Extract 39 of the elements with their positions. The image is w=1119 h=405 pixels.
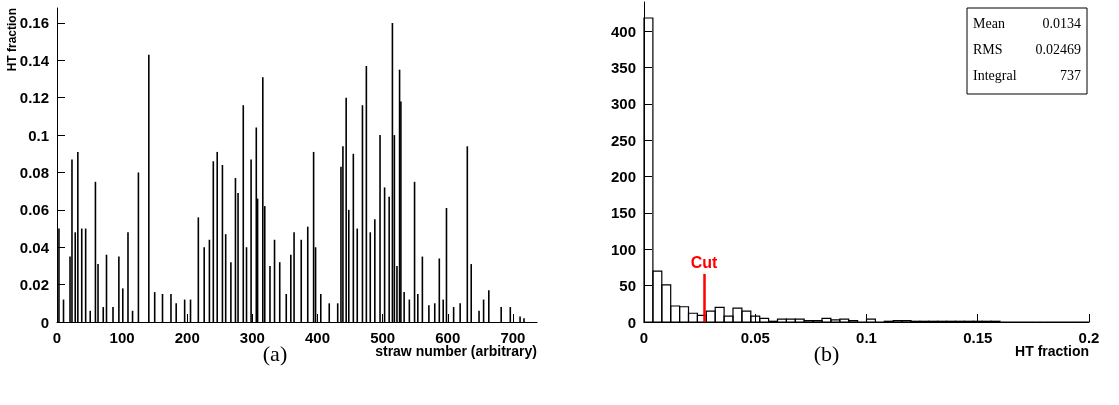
x-tick-label: 0.05 xyxy=(740,329,770,346)
x-tick-label: 0.1 xyxy=(856,329,877,346)
y-tick-label: 200 xyxy=(610,168,636,186)
x-tick-label: 100 xyxy=(109,329,135,346)
x-tick-label: 200 xyxy=(174,329,200,346)
x-tick-label: 0 xyxy=(639,329,649,346)
text: RMS 0.02469 xyxy=(973,41,1081,57)
y-tick-label: 0.06 xyxy=(19,201,49,219)
y-tick-label: 50 xyxy=(619,277,636,295)
y-tick-label: 250 xyxy=(610,131,636,149)
text: Mean 0.0134 xyxy=(973,15,1081,31)
y-tick-label: 150 xyxy=(610,204,636,222)
text: Integral 737 xyxy=(973,67,1081,83)
text: (b) xyxy=(813,340,840,366)
y-tick-label: 0 xyxy=(40,313,49,331)
y-axis-title: HT fraction xyxy=(5,8,19,72)
x-tick-label: 0.15 xyxy=(963,329,993,346)
x-tick-label: 500 xyxy=(370,329,396,346)
x-tick-label: 400 xyxy=(305,329,331,346)
y-tick-label: 350 xyxy=(610,58,636,76)
y-tick-label: 100 xyxy=(610,240,636,258)
y-tick-label: 0.08 xyxy=(19,163,49,181)
y-tick-label: 0.16 xyxy=(19,14,49,32)
y-tick-label: 400 xyxy=(610,22,636,40)
x-tick-label: 600 xyxy=(435,329,461,346)
x-tick-label: 0 xyxy=(52,329,62,346)
y-tick-label: 300 xyxy=(610,95,636,113)
ref-line-label: Cut xyxy=(690,253,719,271)
y-tick-label: 0.02 xyxy=(19,276,49,294)
x-axis-title: HT fraction xyxy=(1015,343,1089,359)
y-tick-label: 0.1 xyxy=(28,126,49,144)
y-tick-label: 0.14 xyxy=(19,51,50,69)
y-tick-label: 0 xyxy=(627,313,636,331)
y-tick-label: 0.04 xyxy=(19,238,50,256)
x-axis-title: straw number (arbitrary) xyxy=(375,343,538,359)
x-tick-label: 0.2 xyxy=(1078,329,1100,346)
y-tick-label: 0.12 xyxy=(19,89,49,107)
x-tick-label: 700 xyxy=(500,329,526,346)
x-tick-label: 300 xyxy=(239,329,265,346)
